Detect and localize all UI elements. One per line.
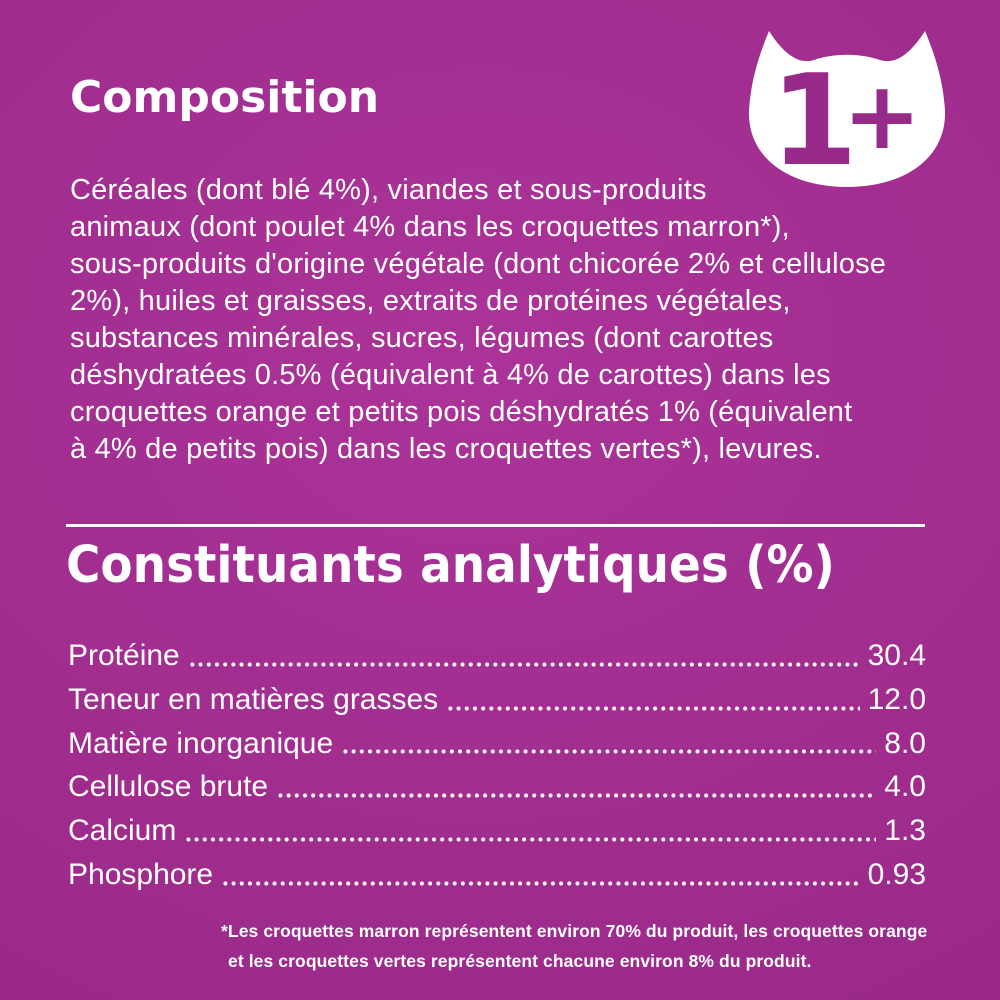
composition-line: sous-produits d'origine végétale (dont c… bbox=[70, 248, 887, 280]
row-value: 0.93 bbox=[867, 857, 926, 891]
composition-line: déshydratées 0.5% (équivalent à 4% de ca… bbox=[70, 359, 831, 391]
age-badge: 1 + bbox=[744, 26, 950, 194]
composition-line: à 4% de petits pois) dans les croquettes… bbox=[70, 433, 822, 465]
row-label: Matière inorganique bbox=[68, 726, 334, 760]
cat-head-icon: 1 + bbox=[748, 31, 946, 194]
composition-line: animaux (dont poulet 4% dans les croquet… bbox=[70, 211, 790, 243]
table-row: Calcium 1.3 bbox=[68, 809, 926, 853]
composition-line: croquettes orange et petits pois déshydr… bbox=[70, 396, 853, 428]
analytical-table: Protéine 30.4 Teneur en matières grasses… bbox=[68, 634, 926, 897]
row-label: Cellulose brute bbox=[68, 770, 269, 804]
asterisk-footnote: *Les croquettes marron représentent envi… bbox=[221, 916, 941, 976]
dot-leader bbox=[343, 749, 877, 755]
dot-leader bbox=[189, 661, 860, 667]
dot-leader bbox=[223, 880, 860, 886]
footnote-line: *Les croquettes marron représentent envi… bbox=[221, 921, 928, 941]
row-value: 8.0 bbox=[884, 726, 926, 760]
row-label: Protéine bbox=[68, 639, 180, 672]
composition-text: Céréales (dont blé 4%), viandes et sous-… bbox=[70, 172, 950, 468]
age-plus-sign: + bbox=[843, 62, 922, 171]
composition-line: Céréales (dont blé 4%), viandes et sous-… bbox=[70, 174, 707, 206]
dot-leader bbox=[448, 705, 860, 711]
table-row: Phosphore 0.93 bbox=[68, 853, 926, 897]
footnote-line: et les croquettes vertes représentent ch… bbox=[228, 951, 812, 971]
composition-title: Composition bbox=[70, 72, 380, 123]
row-value: 30.4 bbox=[867, 639, 926, 672]
row-label: Teneur en matières grasses bbox=[68, 682, 439, 716]
dot-leader bbox=[186, 836, 877, 842]
table-row: Cellulose brute 4.0 bbox=[68, 765, 926, 809]
composition-line: substances minérales, sucres, légumes (d… bbox=[70, 322, 774, 354]
table-row: Matière inorganique 8.0 bbox=[68, 722, 926, 766]
row-value: 1.3 bbox=[884, 814, 926, 848]
row-value: 4.0 bbox=[884, 770, 926, 804]
table-row: Protéine 30.4 bbox=[68, 634, 926, 678]
section-divider bbox=[66, 524, 925, 527]
row-value: 12.0 bbox=[867, 682, 926, 716]
age-number: 1 bbox=[770, 47, 858, 194]
table-row: Teneur en matières grasses 12.0 bbox=[68, 678, 926, 722]
dot-leader bbox=[278, 793, 877, 799]
composition-line: 2%), huiles et graisses, extraits de pro… bbox=[70, 285, 791, 317]
row-label: Phosphore bbox=[68, 857, 214, 891]
row-label: Calcium bbox=[68, 814, 177, 848]
analytical-title: Constituants analytiques (%) bbox=[66, 536, 835, 595]
